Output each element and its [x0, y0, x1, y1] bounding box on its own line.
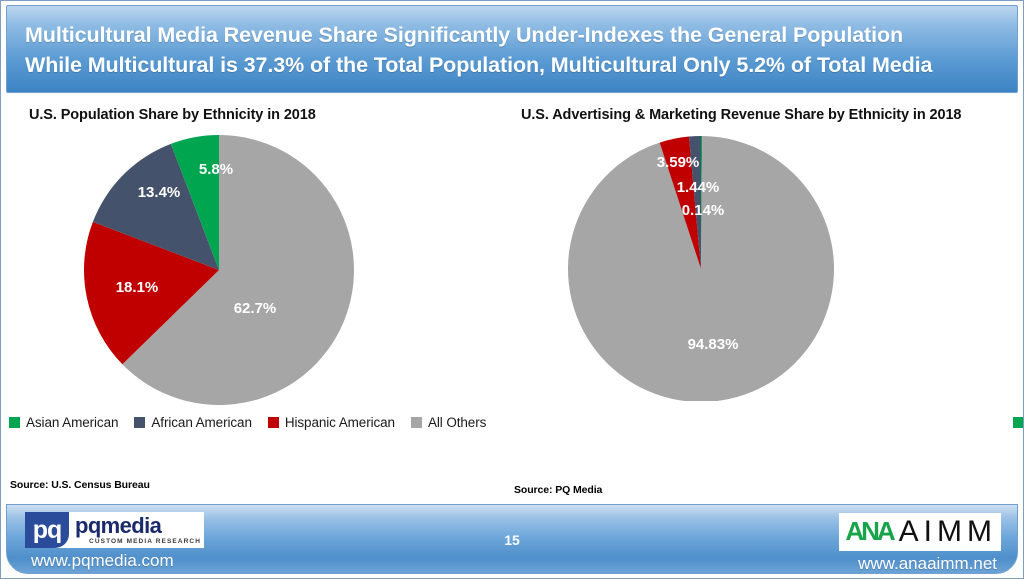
- headline-line-1: Multicultural Media Revenue Share Signif…: [25, 23, 904, 47]
- slide-header-text: Multicultural Media Revenue Share Signif…: [25, 20, 1007, 80]
- pqmedia-logo: pq pqmedia CUSTOM MEDIA RESEARCH www.pqm…: [25, 512, 204, 571]
- ad-revenue-slice-label: 3.59%: [657, 154, 700, 171]
- population-pie-chart: 62.7% 18.1% 13.4% 5.8%: [84, 131, 358, 405]
- population-slice-label: 18.1%: [116, 279, 159, 296]
- pqmedia-wordmark: pqmedia CUSTOM MEDIA RESEARCH: [69, 512, 204, 548]
- headline-line-2: While Multicultural is 37.3% of the Tota…: [25, 53, 933, 77]
- population-pie-slice[interactable]: [92, 143, 219, 270]
- population-pie-slice[interactable]: [84, 221, 219, 365]
- slide-footer-bar: pq pqmedia CUSTOM MEDIA RESEARCH www.pqm…: [6, 504, 1018, 574]
- population-legend-item[interactable]: Asian American: [9, 415, 119, 430]
- population-chart-panel: U.S. Population Share by Ethnicity in 20…: [1, 97, 513, 457]
- population-legend-label: All Others: [427, 415, 487, 430]
- ad-revenue-source-note: Source: PQ Media: [514, 484, 603, 496]
- population-pie-slice[interactable]: [122, 135, 354, 405]
- population-source-note: Source: U.S. Census Bureau: [10, 479, 150, 491]
- ana-mark-icon: ANA: [845, 518, 898, 544]
- pqmedia-logo-box: pq pqmedia CUSTOM MEDIA RESEARCH: [25, 512, 204, 548]
- ana-mark-text: ANA: [845, 516, 895, 546]
- slide-page-number: 15: [504, 532, 520, 548]
- ad-revenue-chart-panel: U.S. Advertising & Marketing Revenue Sha…: [513, 97, 1023, 457]
- ad-revenue-pie-slice[interactable]: [701, 136, 703, 269]
- population-chart-title: U.S. Population Share by Ethnicity in 20…: [29, 107, 316, 123]
- ana-aimm-logo: ANA AIMM www.anaaimm.net: [839, 513, 1001, 574]
- ad-revenue-pie-slice[interactable]: [659, 136, 701, 269]
- ad-revenue-pie-slice[interactable]: [568, 136, 834, 401]
- population-slice-label: 62.7%: [234, 300, 277, 317]
- pqmedia-url[interactable]: www.pqmedia.com: [31, 551, 174, 570]
- population-slice-label: 5.8%: [199, 161, 233, 178]
- ad-revenue-chart-title: U.S. Advertising & Marketing Revenue Sha…: [521, 107, 962, 123]
- population-legend-swatch-icon: [134, 417, 146, 428]
- population-legend-item[interactable]: African American: [134, 415, 252, 430]
- pqmedia-mark-icon: pq: [25, 512, 69, 548]
- population-legend-label: Asian American: [26, 415, 119, 430]
- population-pie-svg: 62.7% 18.1% 13.4% 5.8%: [84, 135, 354, 405]
- aimm-word: AIMM: [898, 515, 997, 548]
- population-legend-swatch-icon: [410, 417, 422, 428]
- slide-header-banner: Multicultural Media Revenue Share Signif…: [6, 5, 1018, 93]
- ana-aimm-logo-box: ANA AIMM: [839, 513, 1001, 551]
- pqmedia-tagline: CUSTOM MEDIA RESEARCH: [89, 538, 201, 545]
- population-legend: Asian American African American Hispanic A…: [9, 415, 502, 430]
- population-legend-label: African American: [151, 415, 252, 430]
- ana-aimm-url[interactable]: www.anaaimm.net: [858, 554, 997, 573]
- population-legend-swatch-icon: [267, 417, 279, 428]
- ad-revenue-legend-item[interactable]: Asian American: [1013, 415, 1023, 430]
- population-legend-item[interactable]: All Others: [410, 415, 487, 430]
- ad-revenue-pie-svg: 94.83% 3.59% 1.44% 0.14%: [568, 136, 834, 401]
- ad-revenue-slice-label: 94.83%: [688, 336, 739, 353]
- population-legend-swatch-icon: [9, 417, 20, 428]
- population-legend-label: Hispanic American: [284, 415, 395, 430]
- ad-revenue-slice-label: 0.14%: [682, 202, 725, 219]
- ad-revenue-legend-swatch-icon: [1013, 417, 1023, 428]
- pqmedia-word: pqmedia: [75, 513, 162, 538]
- population-slices: [84, 135, 354, 405]
- population-pie-slice[interactable]: [170, 135, 219, 270]
- population-slice-label: 13.4%: [138, 184, 181, 201]
- ad-revenue-pie-slice[interactable]: [688, 136, 701, 269]
- pqmedia-mark-text: pq: [32, 515, 63, 544]
- ad-revenue-pie-chart: 94.83% 3.59% 1.44% 0.14%: [566, 131, 836, 401]
- ad-revenue-slice-label: 1.44%: [677, 179, 720, 196]
- population-legend-item[interactable]: Hispanic American: [267, 415, 395, 430]
- ad-revenue-slices: [568, 136, 834, 401]
